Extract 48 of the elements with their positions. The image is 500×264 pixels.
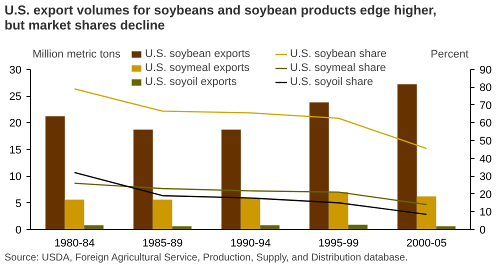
bar — [64, 200, 84, 230]
x-tick-label: 2000-05 — [406, 238, 447, 250]
x-tick-label: 1995-99 — [318, 238, 359, 250]
y-tick-label: 25 — [9, 91, 22, 103]
bar — [328, 192, 348, 230]
bar — [309, 102, 329, 230]
y2-axis-title: Percent — [430, 48, 469, 60]
bar — [221, 130, 241, 230]
y2-tick-label: 20 — [480, 188, 492, 201]
legend-label: U.S. soyoil exports — [145, 76, 238, 88]
legend-label: U.S. soybean exports — [145, 48, 252, 60]
y2-tick-label: 70 — [480, 100, 492, 112]
x-tick-label: 1985-89 — [142, 238, 183, 250]
x-tick-label: 1980-84 — [54, 238, 95, 250]
y-tick-label: 10 — [9, 171, 22, 184]
y-tick-label: 0 — [15, 224, 22, 236]
y-tick-label: 30 — [9, 64, 22, 76]
legend-label: U.S. soyoil share — [290, 76, 374, 88]
bar — [84, 225, 104, 230]
legend-label: U.S. soymeal share — [290, 62, 387, 74]
chart-title: U.S. export volumes for soybeans and soybean products edge higher, but market shares decline — [4, 2, 436, 32]
y2-tick-label: 60 — [480, 118, 492, 130]
y-axis-title: Million metric tons — [32, 48, 122, 60]
bar — [260, 225, 280, 230]
bar — [397, 84, 417, 230]
bar — [133, 130, 153, 230]
y2-tick-label: 80 — [480, 82, 492, 94]
y2-tick-label: 0 — [480, 224, 486, 236]
source-note: Source: USDA, Foreign Agricultural Service, Production, Supply, and Distribution database. — [4, 252, 408, 264]
bar — [416, 196, 436, 230]
y-tick-label: 15 — [9, 144, 22, 156]
y2-tick-label: 10 — [480, 206, 492, 219]
y2-tick-label: 50 — [480, 136, 492, 148]
y-tick-label: 5 — [15, 198, 22, 210]
bar — [240, 198, 260, 230]
x-tick-label: 1990-94 — [230, 238, 271, 250]
y2-tick-label: 90 — [480, 64, 492, 76]
y2-tick-label: 40 — [480, 153, 492, 166]
legend-label: U.S. soybean share — [290, 48, 388, 60]
line-series — [74, 172, 428, 216]
bar — [152, 200, 172, 230]
line-series — [74, 182, 428, 206]
bar — [348, 224, 368, 230]
y2-tick-label: 30 — [480, 171, 492, 184]
legend-label: U.S. soymeal exports — [145, 62, 251, 74]
bar — [45, 116, 65, 230]
y-tick-label: 20 — [9, 118, 22, 130]
line-series — [74, 88, 428, 150]
